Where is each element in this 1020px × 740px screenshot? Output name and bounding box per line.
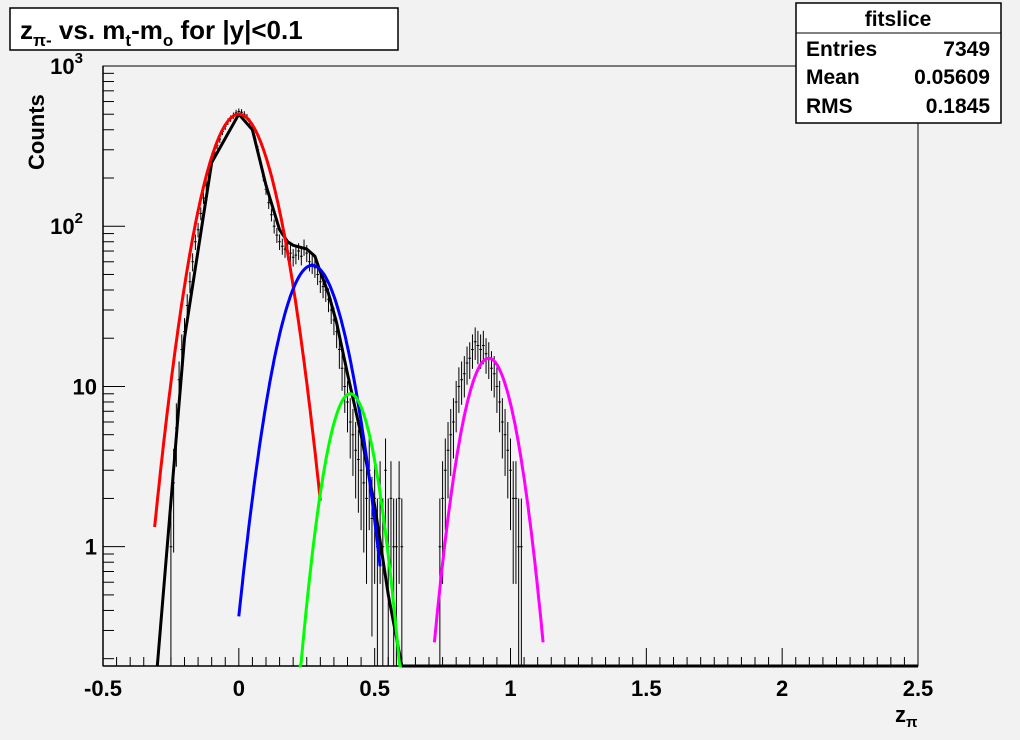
fit-curve-3 bbox=[297, 392, 403, 668]
y-tick-base: 10 bbox=[50, 54, 74, 79]
title-box-frame bbox=[9, 7, 399, 51]
y-tick-exponent: 2 bbox=[75, 210, 83, 227]
title-part-2: vs. m bbox=[52, 15, 126, 45]
y-tick-label: 103 bbox=[50, 50, 83, 79]
x-tick-label: 1.5 bbox=[631, 676, 662, 701]
title-part-4: -m bbox=[131, 15, 163, 45]
x-tick-label: 2 bbox=[776, 676, 788, 701]
stats-mean-value: 0.05609 bbox=[914, 66, 990, 89]
y-tick-exponent: 3 bbox=[75, 50, 83, 67]
y-axis-title: Counts bbox=[24, 94, 49, 170]
x-tick-label: 2.5 bbox=[903, 676, 934, 701]
stats-title: fitslice bbox=[865, 8, 932, 31]
title-part-1: π- bbox=[33, 31, 52, 50]
title-part-5: o bbox=[163, 31, 173, 50]
x-tick-label: -0.5 bbox=[84, 676, 122, 701]
x-axis-title-sub: π bbox=[906, 714, 918, 731]
title-part-3: t bbox=[125, 31, 131, 50]
y-tick-label: 1 bbox=[85, 535, 97, 560]
stats-mean-label: Mean bbox=[806, 66, 860, 89]
title-part-0: z bbox=[20, 15, 33, 45]
stats-box-frame bbox=[795, 2, 1002, 124]
y-tick-label: 10 bbox=[73, 374, 97, 399]
fit-curve-2 bbox=[237, 263, 382, 617]
fit-curve-1 bbox=[153, 112, 322, 528]
x-tick-label: 1 bbox=[504, 676, 516, 701]
title-part-6: for |y|<0.1 bbox=[173, 15, 302, 45]
x-axis-title: zπ bbox=[895, 702, 918, 731]
fit-curves bbox=[153, 112, 918, 668]
x-tick-label: 0.5 bbox=[359, 676, 390, 701]
title-box: zπ- vs. mt-mo for |y|<0.1 bbox=[9, 7, 399, 51]
stats-rms-value: 0.1845 bbox=[926, 95, 991, 118]
fit-curve-4 bbox=[432, 356, 545, 643]
y-tick-label: 102 bbox=[50, 210, 83, 239]
x-axis-title-main: z bbox=[895, 702, 906, 727]
y-tick-base: 10 bbox=[50, 214, 74, 239]
stats-entries-value: 7349 bbox=[943, 38, 990, 61]
chart-title: zπ- vs. mt-mo for |y|<0.1 bbox=[20, 15, 303, 50]
stats-entries-label: Entries bbox=[806, 38, 877, 61]
x-tick-label: 0 bbox=[233, 676, 245, 701]
stats-rms-label: RMS bbox=[806, 95, 853, 118]
stats-box: fitslice Entries 7349 Mean 0.05609 RMS 0… bbox=[795, 2, 1002, 124]
